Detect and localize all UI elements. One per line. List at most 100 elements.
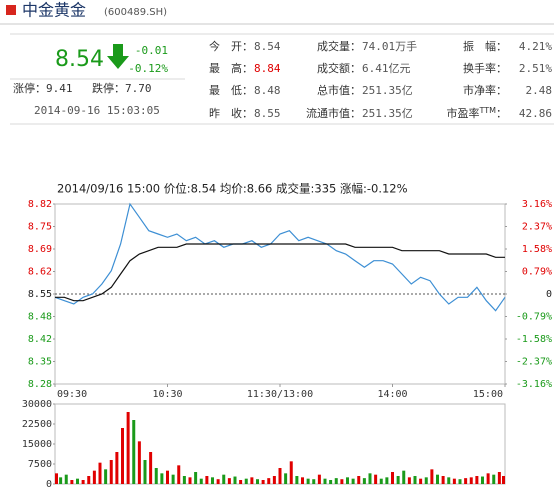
- stat-label-text: 振 幅：: [463, 39, 507, 53]
- volume-bar: [464, 478, 468, 484]
- y2-tick-label: -3.16%: [516, 379, 552, 390]
- stat-label-text: 最 低：: [209, 84, 253, 97]
- stat-label-text: 流通市值：: [306, 106, 361, 120]
- limit-down-value: 7.70: [125, 82, 152, 95]
- volume-bar: [227, 478, 231, 484]
- volume-bar: [312, 479, 316, 484]
- volume-bar: [171, 474, 175, 484]
- stat-label: 市净率：: [463, 83, 507, 97]
- y-tick-label: 22500: [22, 419, 52, 430]
- stat-label: 振 幅：: [463, 39, 507, 53]
- stat-label: 流通市值：: [306, 106, 361, 120]
- volume-bar: [469, 477, 473, 484]
- stat-value: 4.21%: [519, 40, 552, 53]
- y2-tick-label: 1.58%: [522, 244, 552, 255]
- volume-bar: [295, 476, 299, 484]
- volume-bar: [441, 476, 445, 484]
- volume-bar: [76, 478, 79, 484]
- stat-label-text: 昨 收：: [209, 106, 253, 120]
- volume-bar: [109, 460, 113, 484]
- limit-down-label: 跌停：: [92, 81, 125, 95]
- stat-label: 昨 收：: [209, 106, 253, 120]
- y-tick-label: 0: [46, 479, 52, 490]
- volume-bar: [81, 480, 85, 484]
- volume-bar: [267, 478, 271, 484]
- stat-label-text: 市盈率: [446, 106, 479, 120]
- volume-bar: [104, 469, 108, 484]
- volume-bar: [188, 477, 192, 484]
- x-tick-label: 09:30: [57, 389, 87, 400]
- volume-bar: [407, 477, 411, 484]
- volume-bar: [98, 462, 102, 484]
- volume-bar: [216, 479, 220, 484]
- y2-tick-label: -0.79%: [516, 312, 552, 323]
- volume-bar: [289, 461, 293, 484]
- stat-value: 251.35亿: [362, 107, 413, 120]
- volume-bar: [430, 469, 434, 484]
- volume-bar: [402, 470, 406, 484]
- volume-bar: [160, 473, 164, 484]
- y-tick-label: 8.82: [28, 199, 52, 210]
- volume-bar: [436, 474, 439, 484]
- stat-label-sup: TTM: [478, 106, 496, 115]
- stat-label-text: 换手率：: [463, 61, 507, 75]
- volume-bar: [70, 480, 74, 484]
- volume-bar: [278, 468, 282, 484]
- volume-bar: [374, 474, 378, 484]
- volume-bar: [199, 478, 203, 484]
- volume-bar: [329, 480, 333, 484]
- volume-bar: [306, 478, 310, 484]
- stat-label: 换手率：: [463, 61, 507, 75]
- y2-tick-label: -1.58%: [516, 334, 552, 345]
- stock-name: 中金黄金: [22, 1, 86, 20]
- y-tick-label: 7500: [28, 459, 52, 470]
- volume-bar: [272, 476, 276, 484]
- stat-value: 42.86: [519, 107, 552, 120]
- stock-code: (600489.SH): [104, 7, 167, 18]
- y-tick-label: 15000: [22, 439, 52, 450]
- y-tick-label: 8.48: [28, 312, 52, 323]
- volume-bar: [419, 478, 423, 484]
- volume-bar: [481, 476, 484, 484]
- limit-up-label: 涨停：: [13, 81, 46, 95]
- volume-bar: [323, 478, 327, 484]
- x-tick-label: 11:30/13:00: [247, 389, 313, 400]
- volume-bar: [137, 441, 141, 484]
- stat-label: 市盈率TTM：: [446, 106, 507, 121]
- limit-up: 涨停：9.41: [13, 81, 73, 95]
- volume-bar: [317, 474, 321, 484]
- volume-bar: [194, 472, 198, 484]
- stat-value: 74.01万手: [362, 39, 417, 53]
- volume-bar: [379, 478, 383, 484]
- volume-bar: [458, 479, 462, 484]
- stat-label-text: 成交额：: [317, 61, 361, 75]
- stat-value: 2.51%: [519, 62, 552, 75]
- down-arrow: [107, 44, 129, 69]
- stat-value: 8.84: [254, 62, 281, 75]
- volume-bar: [115, 452, 119, 484]
- x-tick-label: 10:30: [152, 389, 182, 400]
- y2-tick-label: 3.16%: [522, 199, 552, 210]
- y-tick-label: 8.69: [28, 244, 52, 255]
- volume-bar: [391, 472, 394, 484]
- stat-label-sep: ：: [496, 107, 507, 120]
- stat-label-text: 成交量：: [317, 39, 361, 53]
- y-tick-label: 8.75: [28, 222, 52, 233]
- volume-bar: [475, 476, 479, 484]
- volume-bar: [143, 460, 147, 484]
- x-tick-label: 14:00: [377, 389, 407, 400]
- y2-tick-label: 0.79%: [522, 267, 552, 278]
- volume-bar: [87, 476, 91, 484]
- volume-bar: [497, 472, 501, 484]
- stat-label: 今 开：: [209, 39, 253, 53]
- volume-bar: [452, 478, 456, 484]
- limit-up-value: 9.41: [46, 82, 73, 95]
- volume-bar: [301, 477, 304, 484]
- charts: 2014/09/16 15:00 价位:8.54 均价:8.66 成交量:335…: [22, 182, 552, 490]
- volume-bar: [362, 478, 366, 484]
- stat-label-text: 最 高：: [209, 61, 253, 75]
- chart-title: 2014/09/16 15:00 价位:8.54 均价:8.66 成交量:335…: [57, 182, 408, 196]
- volume-bar: [64, 474, 68, 484]
- stat-label-text: 今 开：: [209, 39, 253, 53]
- series-line: [55, 243, 505, 302]
